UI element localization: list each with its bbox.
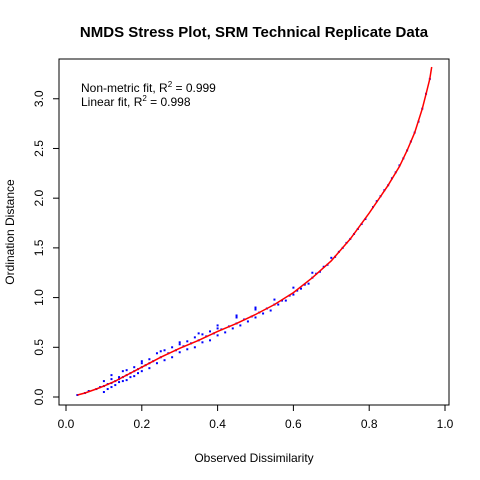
scatter-point xyxy=(163,359,166,362)
scatter-point xyxy=(155,352,158,355)
x-axis-label: Observed Dissimilarity xyxy=(194,451,313,465)
scatter-point xyxy=(296,289,299,292)
y-tick-label: 2.5 xyxy=(32,140,46,157)
x-axis: 0.0 0.2 0.4 0.6 0.8 1.0 xyxy=(58,404,454,431)
fit-line-layer xyxy=(77,66,433,396)
scatter-point xyxy=(178,351,181,354)
scatter-point xyxy=(178,343,181,346)
scatter-point xyxy=(330,256,333,259)
scatter-point xyxy=(110,386,113,389)
scatter-point xyxy=(201,341,204,344)
scatter-point xyxy=(110,378,113,381)
scatter-point xyxy=(102,380,105,383)
scatter-point xyxy=(254,308,257,311)
scatter-point xyxy=(186,348,189,351)
scatter-point xyxy=(125,369,128,372)
scatter-point xyxy=(209,330,212,333)
scatter-point xyxy=(159,350,162,353)
scatter-point xyxy=(299,287,302,290)
scatter-point xyxy=(254,306,257,309)
scatter-point xyxy=(125,379,128,382)
scatter-point xyxy=(163,349,166,352)
chart-title: NMDS Stress Plot, SRM Technical Replicat… xyxy=(80,24,429,41)
scatter-point xyxy=(239,324,242,327)
fit-line xyxy=(77,66,433,396)
scatter-point xyxy=(140,360,143,363)
scatter-point xyxy=(209,339,212,342)
scatter-point xyxy=(76,394,79,397)
scatter-point xyxy=(171,346,174,349)
scatter-point xyxy=(102,391,105,394)
scatter-point xyxy=(277,303,280,306)
scatter-point xyxy=(216,334,219,337)
scatter-point xyxy=(110,374,113,377)
x-tick-label: 0.4 xyxy=(209,417,226,431)
scatter-point xyxy=(193,336,196,339)
scatter-point xyxy=(311,271,314,274)
y-tick-label: 2.0 xyxy=(32,190,46,207)
y-axis: 0.0 0.5 1.0 1.5 2.0 2.5 3.0 xyxy=(32,90,60,405)
scatter-point xyxy=(114,384,117,387)
scatter-point xyxy=(292,293,295,296)
scatter-point xyxy=(284,299,287,302)
scatter-point xyxy=(273,298,276,301)
legend-entry: Linear fit, R2 = 0.998 xyxy=(81,94,191,109)
scatter-point xyxy=(224,331,227,334)
scatter-point xyxy=(155,362,158,365)
scatter-point xyxy=(178,341,181,344)
y-tick-label: 0.0 xyxy=(32,388,46,405)
scatter-point xyxy=(262,312,265,315)
scatter-point xyxy=(193,346,196,349)
scatter-point xyxy=(201,333,204,336)
scatter-point xyxy=(269,309,272,312)
scatter-point xyxy=(186,340,189,343)
x-tick-label: 0.2 xyxy=(133,417,150,431)
y-tick-label: 0.5 xyxy=(32,339,46,356)
scatter-point xyxy=(307,282,310,285)
scatter-point xyxy=(254,316,257,319)
scatter-point xyxy=(106,388,109,391)
scatter-point xyxy=(118,381,121,384)
scatter-point xyxy=(171,356,174,359)
scatter-point xyxy=(121,370,124,373)
y-tick-label: 1.5 xyxy=(32,239,46,256)
scatter-point xyxy=(137,372,140,375)
y-tick-label: 3.0 xyxy=(32,90,46,107)
scatter-point xyxy=(140,362,143,365)
scatter-point xyxy=(118,376,121,379)
scatter-point xyxy=(121,380,124,383)
x-tick-label: 0.6 xyxy=(285,417,302,431)
scatter-point xyxy=(148,367,151,370)
scatter-point xyxy=(303,283,306,286)
scatter-point xyxy=(133,366,136,369)
scatter-point xyxy=(140,370,143,373)
scatter-point xyxy=(246,320,249,323)
y-axis-label: Ordination Distance xyxy=(3,179,17,285)
x-tick-label: 1.0 xyxy=(437,417,454,431)
scatter-point xyxy=(235,314,238,317)
scatter-point xyxy=(235,316,238,319)
scatter-point xyxy=(129,376,132,379)
scatter-point xyxy=(292,286,295,289)
y-tick-label: 1.0 xyxy=(32,289,46,306)
scatter-point xyxy=(148,358,151,361)
legend-entry: Non-metric fit, R2 = 0.999 xyxy=(81,80,216,95)
scatter-point xyxy=(197,332,200,335)
x-tick-label: 0.0 xyxy=(58,417,75,431)
x-tick-label: 0.8 xyxy=(361,417,378,431)
scatter-point xyxy=(216,324,219,327)
scatter-point xyxy=(216,327,219,330)
scatter-point xyxy=(231,327,234,330)
scatter-point xyxy=(133,375,136,378)
